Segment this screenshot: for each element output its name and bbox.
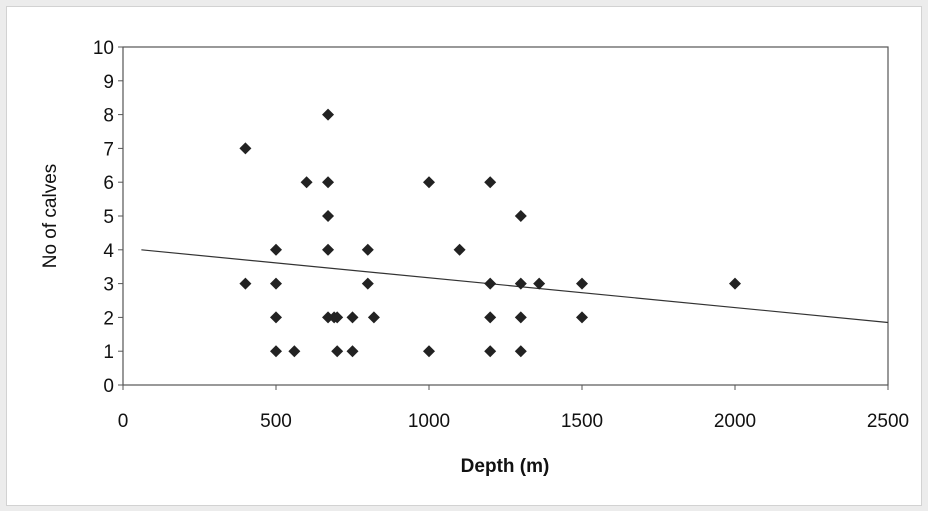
data-point	[484, 277, 497, 290]
y-tick-label: 9	[103, 72, 114, 93]
data-point	[322, 176, 335, 189]
x-tick-label: 2500	[867, 411, 909, 432]
y-tick-label: 4	[103, 241, 114, 262]
y-tick-label: 7	[103, 139, 114, 160]
y-axis-ticks: 0 1 2 3 4 5 6 7 8 9 10	[93, 38, 123, 397]
x-tick-label: 0	[118, 411, 129, 432]
data-point	[484, 176, 497, 189]
y-tick-label: 1	[103, 342, 114, 363]
data-point	[331, 345, 344, 358]
data-point	[270, 243, 282, 256]
data-point	[331, 311, 344, 324]
data-point	[322, 311, 335, 324]
data-point	[514, 210, 527, 222]
data-point	[514, 277, 527, 290]
x-tick-label: 500	[260, 411, 292, 432]
data-point	[367, 311, 380, 324]
x-tick-label: 1000	[408, 411, 450, 432]
data-point	[270, 311, 282, 324]
x-axis-title: Depth (m)	[461, 456, 550, 477]
data-point	[270, 345, 282, 358]
y-tick-label: 5	[103, 207, 114, 228]
data-point	[453, 243, 466, 256]
y-tick-label: 0	[103, 376, 114, 397]
x-tick-label: 1500	[561, 411, 603, 432]
data-point	[322, 243, 335, 256]
data-points	[239, 108, 741, 358]
trendline	[141, 249, 889, 324]
data-point	[288, 345, 301, 358]
data-point	[239, 142, 252, 155]
data-point	[322, 108, 335, 121]
data-point	[239, 277, 252, 290]
y-tick-label: 3	[103, 275, 114, 296]
data-point	[346, 345, 359, 358]
data-point	[423, 176, 435, 189]
data-point	[423, 345, 435, 358]
data-point	[729, 277, 741, 290]
y-axis-title: No of calves	[40, 164, 61, 269]
x-tick-label: 2000	[714, 411, 756, 432]
data-point	[484, 345, 497, 358]
y-tick-label: 2	[103, 308, 114, 329]
data-point	[300, 176, 313, 189]
data-point	[322, 210, 335, 222]
data-point	[514, 345, 527, 358]
x-axis-ticks: 0 500 1000 1500 2000 2500	[118, 385, 909, 432]
data-point	[576, 311, 588, 324]
data-point	[576, 277, 588, 290]
y-tick-label: 6	[103, 173, 114, 194]
data-point	[346, 311, 359, 324]
y-tick-label: 8	[103, 106, 114, 127]
plot-area	[122, 46, 889, 386]
y-tick-label: 10	[93, 38, 114, 59]
data-point	[361, 277, 374, 290]
data-point	[514, 311, 527, 324]
data-point	[484, 311, 497, 324]
data-point	[533, 277, 546, 290]
data-point	[361, 243, 374, 256]
data-point	[270, 277, 282, 290]
